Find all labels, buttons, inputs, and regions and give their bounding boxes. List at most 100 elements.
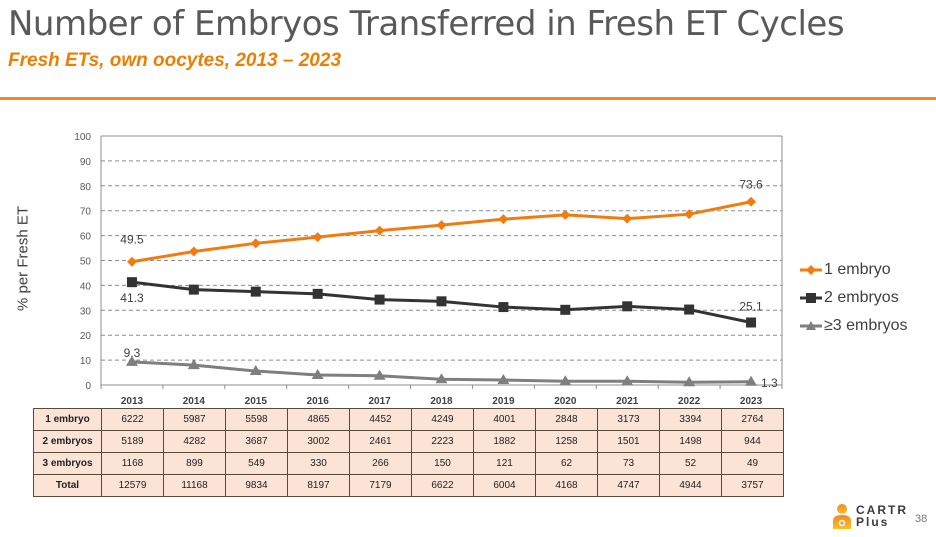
data-point-square	[126, 277, 137, 288]
data-point-triangle	[683, 376, 696, 387]
y-tick-label: 100	[74, 132, 91, 143]
triangle-marker-icon	[800, 321, 822, 330]
table-cell: 1498	[659, 430, 722, 453]
table-cell: 2848	[535, 408, 598, 431]
x-tick-label: 2014	[183, 396, 206, 407]
table-cell: 3687	[225, 430, 288, 453]
data-point-diamond	[436, 220, 447, 231]
data-label: 25.1	[739, 300, 763, 314]
table-cell: 1882	[473, 430, 536, 453]
data-label: 49.5	[120, 233, 144, 247]
data-point-triangle	[745, 375, 758, 386]
table-cell: 8197	[287, 474, 350, 497]
data-point-triangle	[621, 375, 634, 386]
data-point-square	[312, 288, 323, 299]
table-cell: 4282	[163, 430, 226, 453]
table-cell: 3394	[659, 408, 722, 431]
table-cell: 944	[721, 430, 784, 453]
table-row: 2 embryos 5189 4282 3687 3002 2461 2223 1882 125…	[33, 430, 784, 453]
y-tick-label: 0	[85, 381, 91, 392]
data-table: 1 embryo 6222 5987 5598 4865 4452 4249 4001 2848…	[33, 408, 784, 497]
page-number: 38	[915, 513, 928, 525]
table-cell: 549	[225, 452, 288, 475]
data-point-square	[622, 301, 633, 312]
table-cell: 52	[659, 452, 722, 475]
data-point-square	[560, 304, 571, 315]
data-label: 41.3	[120, 291, 144, 305]
data-point-diamond	[498, 214, 509, 225]
y-tick-label: 10	[80, 356, 92, 367]
table-cell: 62	[535, 452, 598, 475]
data-point-triangle	[249, 365, 262, 376]
table-cell: 12579	[101, 474, 164, 497]
data-point-triangle	[125, 355, 138, 366]
table-cell: 11168	[163, 474, 226, 497]
x-tick-label: 2016	[307, 396, 330, 407]
data-point-square	[250, 286, 261, 297]
table-cell: 3002	[287, 430, 350, 453]
data-point-diamond	[622, 213, 633, 224]
data-point-diamond	[684, 209, 695, 220]
table-cell: 3757	[721, 474, 784, 497]
data-point-diamond	[560, 209, 571, 220]
square-marker-icon	[800, 293, 822, 303]
legend-label: 1 embryo	[824, 261, 891, 278]
table-cell: 73	[597, 452, 660, 475]
y-tick-label: 90	[80, 157, 92, 168]
table-cell: 6004	[473, 474, 536, 497]
data-point-diamond	[374, 225, 385, 236]
data-point-triangle	[435, 373, 448, 384]
data-point-diamond	[250, 238, 261, 249]
person-plus-icon	[833, 504, 851, 529]
table-cell: 7179	[349, 474, 412, 497]
x-tick-label: 2013	[121, 396, 144, 407]
table-cell: 2223	[411, 430, 474, 453]
diamond-marker-icon	[800, 265, 822, 275]
table-cell: 4452	[349, 408, 412, 431]
data-point-triangle	[187, 359, 200, 370]
data-point-diamond	[126, 256, 137, 267]
x-tick-label: 2020	[554, 396, 577, 407]
title-divider	[0, 97, 936, 100]
legend-label: ≥3 embryos	[824, 317, 908, 334]
table-cell: 266	[349, 452, 412, 475]
data-point-triangle	[373, 369, 386, 380]
cartr-plus-logo: CARTR Plus	[832, 503, 908, 529]
table-cell: 6622	[411, 474, 474, 497]
logo-line-2: Plus	[856, 515, 890, 529]
row-header: 1 embryo	[33, 408, 102, 431]
data-point-square	[436, 296, 447, 307]
slide-subtitle: Fresh ETs, own oocytes, 2013 – 2023	[8, 50, 342, 71]
table-cell: 1501	[597, 430, 660, 453]
row-header: 3 embryos	[33, 452, 102, 475]
data-point-square	[498, 302, 509, 313]
y-tick-label: 20	[80, 331, 92, 342]
table-row: 1 embryo 6222 5987 5598 4865 4452 4249 4001 2848…	[33, 408, 784, 431]
series-line-0	[131, 200, 752, 264]
data-point-diamond	[312, 232, 323, 243]
data-point-triangle	[311, 369, 324, 380]
x-tick-label: 2018	[430, 396, 453, 407]
y-tick-label: 70	[80, 207, 92, 218]
row-header: Total	[33, 474, 102, 497]
row-header: 2 embryos	[33, 430, 102, 453]
data-point-diamond	[188, 246, 199, 257]
table-cell: 5598	[225, 408, 288, 431]
data-point-square	[374, 294, 385, 305]
data-point-diamond	[746, 196, 757, 207]
legend-item-2-embryos: 2 embryos	[800, 284, 907, 312]
table-cell: 5189	[101, 430, 164, 453]
table-cell: 3173	[597, 408, 660, 431]
x-tick-label: 2022	[678, 396, 701, 407]
table-cell: 4168	[535, 474, 598, 497]
table-cell: 9834	[225, 474, 288, 497]
data-label: 73.6	[739, 178, 763, 192]
x-tick-label: 2019	[492, 396, 515, 407]
data-point-square	[746, 317, 757, 328]
x-tick-label: 2015	[245, 396, 268, 407]
table-cell: 4747	[597, 474, 660, 497]
chart-legend: 1 embryo 2 embryos ≥3 embryos	[800, 256, 907, 340]
y-tick-label: 80	[80, 182, 92, 193]
table-cell: 4249	[411, 408, 474, 431]
